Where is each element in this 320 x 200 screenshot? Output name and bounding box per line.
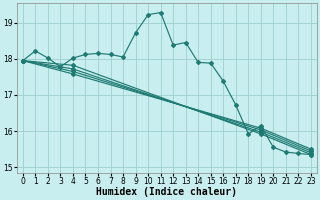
X-axis label: Humidex (Indice chaleur): Humidex (Indice chaleur) [96,187,237,197]
